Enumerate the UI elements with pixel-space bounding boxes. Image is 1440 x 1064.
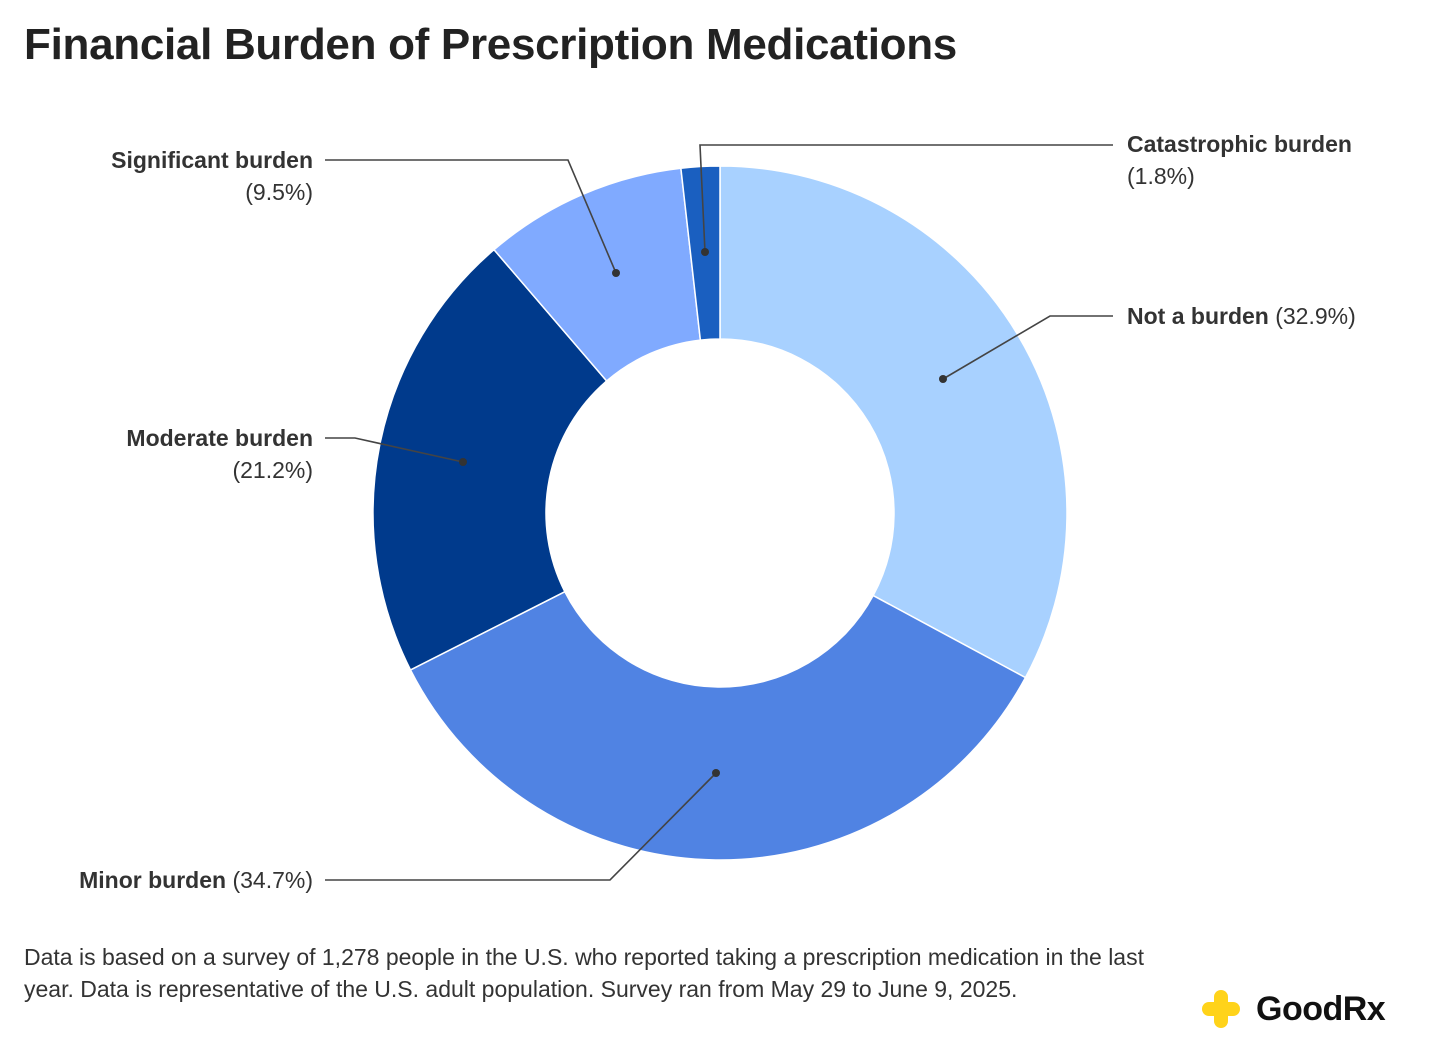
label-significant-burden: Significant burden (9.5%) <box>111 144 313 208</box>
slice-not-a-burden <box>719 165 1068 679</box>
leader-dot-moderate-burden <box>459 458 467 466</box>
slice-label: Minor burden <box>79 867 227 893</box>
slice-value: (9.5%) <box>245 179 313 205</box>
slice-moderate-burden <box>372 248 608 671</box>
slice-label: Not a burden <box>1127 303 1269 329</box>
slice-value: (21.2%) <box>232 457 313 483</box>
label-moderate-burden: Moderate burden (21.2%) <box>126 422 313 486</box>
plus-logo-icon <box>1202 990 1240 1028</box>
slice-catastrophic-burden <box>680 165 721 341</box>
leader-dot-minor-burden <box>712 769 720 777</box>
slice-value: (1.8%) <box>1127 163 1195 189</box>
slice-label: Moderate burden <box>126 425 313 451</box>
chart-title: Financial Burden of Prescription Medicat… <box>24 20 957 69</box>
label-catastrophic-burden: Catastrophic burden (1.8%) <box>1127 128 1352 192</box>
slice-label: Catastrophic burden <box>1127 131 1352 157</box>
leader-dot-not-a-burden <box>939 375 947 383</box>
footnote: Data is based on a survey of 1,278 peopl… <box>24 944 1144 1002</box>
slice-minor-burden <box>409 590 1027 861</box>
leader-line-moderate-burden <box>325 437 464 463</box>
leader-line-catastrophic-burden <box>699 144 1113 253</box>
label-minor-burden: Minor burden (34.7%) <box>79 864 313 896</box>
slice-value: (32.9%) <box>1275 303 1356 329</box>
label-not-a-burden: Not a burden (32.9%) <box>1127 300 1356 332</box>
slice-value: (34.7%) <box>232 867 313 893</box>
leader-dot-catastrophic-burden <box>701 248 709 256</box>
leader-line-minor-burden <box>325 772 717 881</box>
leader-line-significant-burden <box>325 159 617 274</box>
leader-dot-significant-burden <box>612 269 620 277</box>
leader-line-not-a-burden <box>942 315 1113 380</box>
logo-text: GoodRx <box>1256 989 1386 1028</box>
slice-label: Significant burden <box>111 147 313 173</box>
goodrx-logo: GoodRx <box>1200 988 1386 1030</box>
